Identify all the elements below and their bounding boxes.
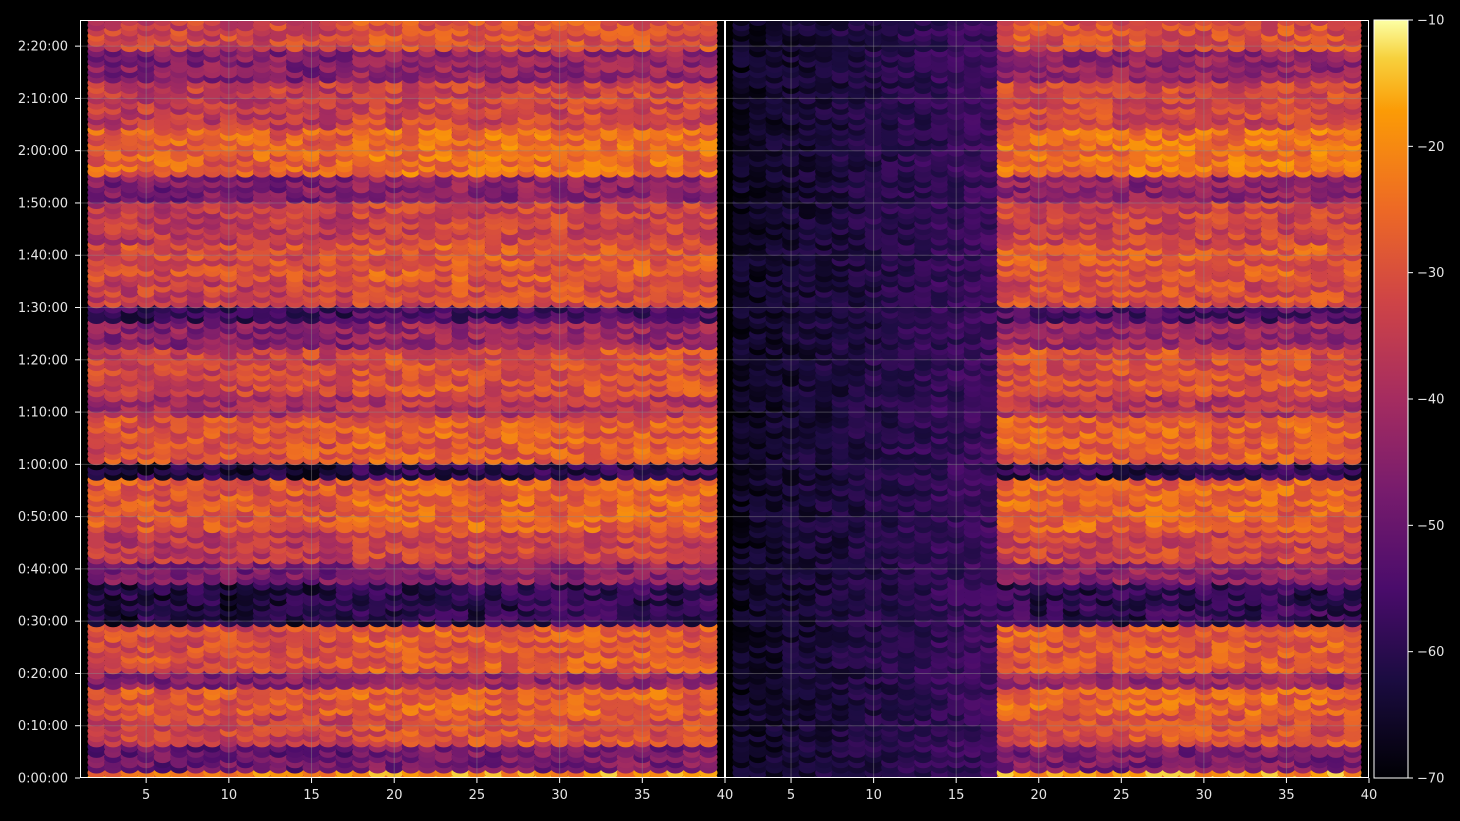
heatmap-panel-left (80, 20, 725, 778)
